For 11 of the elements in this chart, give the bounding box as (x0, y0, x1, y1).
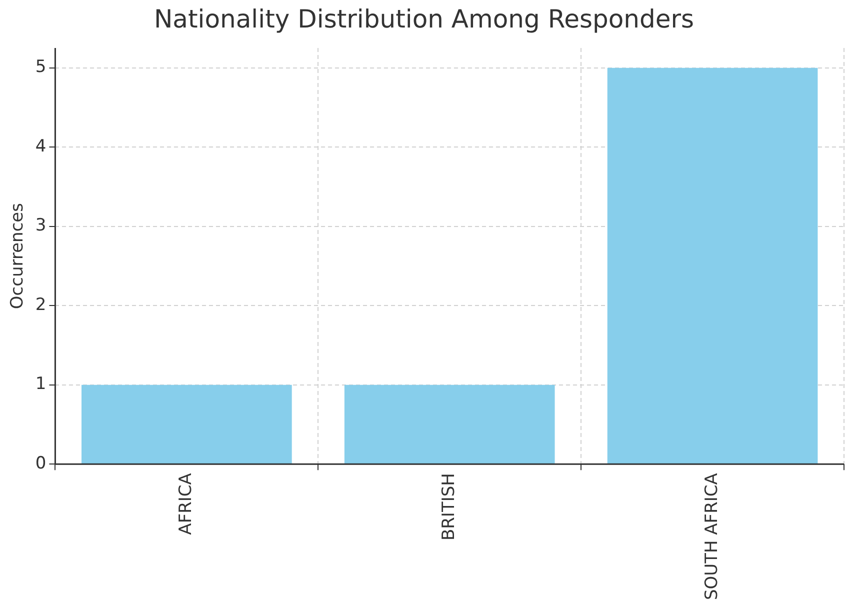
y-tick-label: 0 (35, 454, 46, 474)
x-tick-label: SOUTH AFRICA (702, 472, 722, 600)
chart-title: Nationality Distribution Among Responders (154, 4, 694, 34)
y-tick-label: 1 (35, 374, 46, 394)
y-tick-label: 3 (35, 216, 46, 236)
y-axis-title: Occurrences (8, 202, 28, 310)
x-tick-label: AFRICA (176, 472, 196, 535)
y-tick-label: 4 (35, 136, 46, 156)
y-tick-label: 5 (35, 57, 46, 78)
y-tick-label: 2 (35, 294, 46, 315)
x-tick-label: BRITISH (439, 473, 460, 541)
